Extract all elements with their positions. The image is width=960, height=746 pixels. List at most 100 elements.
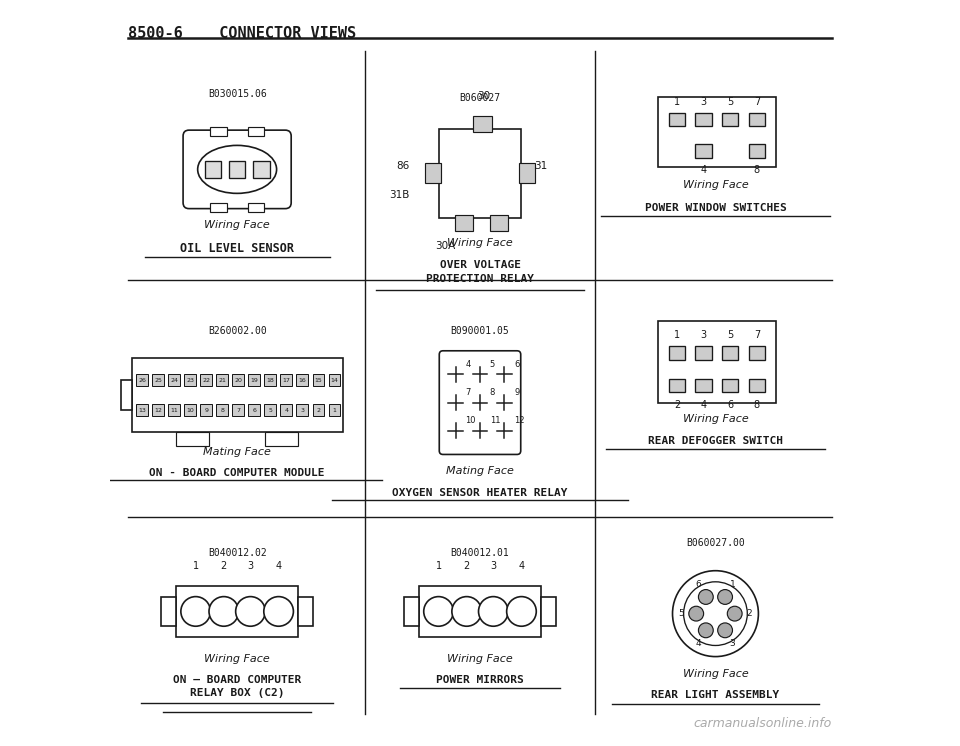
Text: Mating Face: Mating Face <box>204 447 271 457</box>
Text: POWER WINDOW SWITCHES: POWER WINDOW SWITCHES <box>644 203 786 213</box>
Bar <box>248 127 264 136</box>
Text: Wiring Face: Wiring Face <box>683 414 749 424</box>
Text: REAR LIGHT ASSEMBLY: REAR LIGHT ASSEMBLY <box>651 690 780 700</box>
Bar <box>210 203 227 212</box>
Bar <box>669 346 685 360</box>
Text: 3: 3 <box>730 639 735 648</box>
Text: 8: 8 <box>220 407 224 413</box>
Circle shape <box>728 606 742 621</box>
Text: 22: 22 <box>203 378 210 383</box>
Bar <box>176 586 299 636</box>
Circle shape <box>684 582 747 645</box>
Circle shape <box>673 571 758 656</box>
Text: 16: 16 <box>299 378 306 383</box>
Text: 4: 4 <box>466 360 470 369</box>
Text: 31B: 31B <box>390 190 410 200</box>
FancyBboxPatch shape <box>440 351 520 454</box>
Text: B060027.00: B060027.00 <box>686 539 745 548</box>
Text: Wiring Face: Wiring Face <box>683 181 749 190</box>
Text: 1: 1 <box>436 562 442 571</box>
Text: 2: 2 <box>221 562 227 571</box>
Bar <box>404 597 419 626</box>
Bar <box>424 163 441 183</box>
Text: 7: 7 <box>754 97 760 107</box>
Bar <box>695 379 711 392</box>
Text: 8500-6    CONNECTOR VIEWS: 8500-6 CONNECTOR VIEWS <box>129 26 356 42</box>
Text: Wiring Face: Wiring Face <box>204 654 270 665</box>
Text: 10: 10 <box>466 416 476 424</box>
Text: 14: 14 <box>330 378 339 383</box>
Text: 19: 19 <box>251 378 258 383</box>
Bar <box>299 597 313 626</box>
Circle shape <box>699 589 713 604</box>
Bar <box>473 116 492 132</box>
Bar <box>669 379 685 392</box>
Bar <box>749 144 765 157</box>
Bar <box>201 404 212 416</box>
Circle shape <box>718 589 732 604</box>
Bar <box>722 379 738 392</box>
Circle shape <box>478 597 508 626</box>
Text: Wiring Face: Wiring Face <box>204 220 270 230</box>
Text: carmanualsonline.info: carmanualsonline.info <box>693 717 831 730</box>
Text: Wiring Face: Wiring Face <box>683 669 749 679</box>
Text: 5: 5 <box>490 360 494 369</box>
Text: 1: 1 <box>332 407 336 413</box>
Text: 2: 2 <box>674 400 680 410</box>
Bar <box>313 374 324 386</box>
Bar <box>177 432 209 445</box>
Bar <box>749 346 765 360</box>
Text: 7: 7 <box>466 388 470 397</box>
Text: 1: 1 <box>674 330 680 340</box>
Bar <box>132 358 343 432</box>
Text: 3: 3 <box>701 97 707 107</box>
Text: 30: 30 <box>477 90 491 101</box>
Text: 5: 5 <box>727 330 733 340</box>
Text: ON – BOARD COMPUTER
RELAY BOX (C2): ON – BOARD COMPUTER RELAY BOX (C2) <box>173 675 301 698</box>
Circle shape <box>423 597 453 626</box>
Circle shape <box>264 597 294 626</box>
Text: 11: 11 <box>170 407 178 413</box>
Text: Wiring Face: Wiring Face <box>447 238 513 248</box>
Bar <box>264 374 276 386</box>
Bar <box>201 374 212 386</box>
Circle shape <box>689 606 704 621</box>
Bar <box>161 597 176 626</box>
Circle shape <box>718 623 732 638</box>
Circle shape <box>452 597 482 626</box>
Text: 10: 10 <box>186 407 194 413</box>
Text: 1: 1 <box>674 97 680 107</box>
Text: 30A: 30A <box>436 241 456 251</box>
Circle shape <box>180 597 210 626</box>
Text: 4: 4 <box>696 639 701 648</box>
Bar <box>749 113 765 126</box>
Bar <box>184 374 196 386</box>
Bar <box>695 346 711 360</box>
Text: B090001.05: B090001.05 <box>450 326 510 336</box>
Bar <box>455 215 473 231</box>
Bar <box>695 113 711 126</box>
Text: 9: 9 <box>514 388 519 397</box>
Text: 7: 7 <box>236 407 240 413</box>
Bar <box>152 374 164 386</box>
Text: REAR DEFOGGER SWITCH: REAR DEFOGGER SWITCH <box>648 436 783 446</box>
Text: Mating Face: Mating Face <box>446 466 514 475</box>
Bar <box>184 404 196 416</box>
Circle shape <box>507 597 537 626</box>
Text: 8: 8 <box>490 388 495 397</box>
Text: 11: 11 <box>490 416 500 424</box>
Text: 18: 18 <box>267 378 275 383</box>
Text: 1: 1 <box>193 562 199 571</box>
Text: 4: 4 <box>701 400 707 410</box>
Text: 3: 3 <box>248 562 253 571</box>
Bar <box>297 404 308 416</box>
Bar <box>328 374 341 386</box>
Bar <box>265 432 298 445</box>
Text: 9: 9 <box>204 407 208 413</box>
Bar <box>519 163 536 183</box>
Bar <box>658 97 777 167</box>
Text: 1: 1 <box>730 580 735 589</box>
Bar <box>440 128 520 218</box>
Text: 24: 24 <box>170 378 178 383</box>
Text: B040012.02: B040012.02 <box>207 548 267 558</box>
